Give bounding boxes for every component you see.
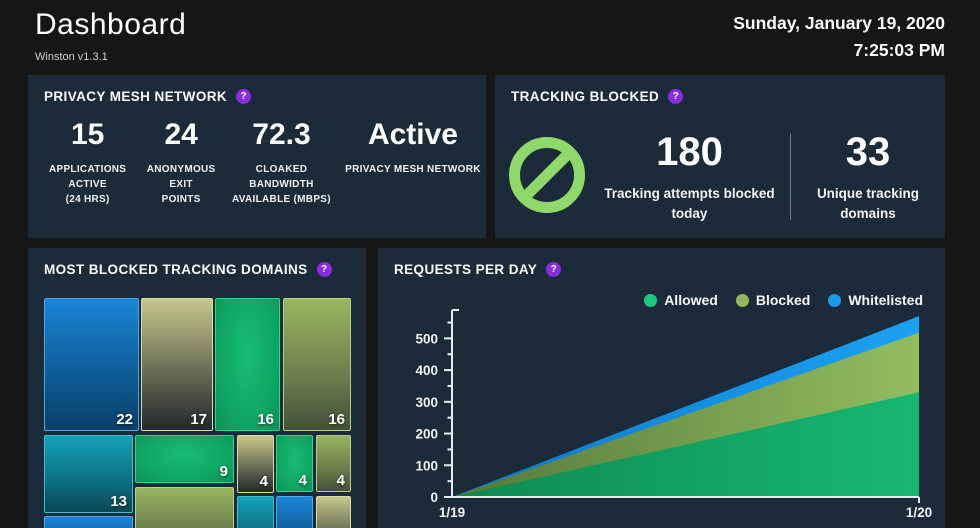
stat-mesh-status: Active PRIVACY MESH NETWORK — [340, 118, 486, 207]
treemap-cell[interactable]: 17 — [141, 298, 213, 431]
treemap-cell-value: 4 — [336, 472, 345, 489]
help-icon[interactable]: ? — [546, 262, 562, 277]
tracking-blocked-content: 180 Tracking attempts blocked today 33 U… — [495, 104, 945, 223]
vertical-divider — [789, 134, 791, 220]
axis-tick-label: 100 — [415, 458, 438, 473]
requests-chart: 0 100 200 300 400 500 1/19 1/20 — [415, 309, 932, 520]
help-icon[interactable]: ? — [236, 89, 252, 104]
tracking-blocked-panel: TRACKING BLOCKED ? 180 Tracking attempts… — [495, 75, 945, 238]
page-title: Dashboard — [35, 8, 187, 41]
treemap-cell-value: 4 — [298, 472, 307, 489]
axis-tick-label: 1/19 — [439, 505, 465, 520]
help-icon[interactable]: ? — [316, 262, 332, 277]
privacy-mesh-title: PRIVACY MESH NETWORK — [44, 89, 228, 104]
treemap: 22 17 16 16 13 9 4 4 4 — [28, 248, 366, 528]
tracking-blocked-title: TRACKING BLOCKED — [511, 89, 660, 104]
treemap-cell[interactable]: 4 — [316, 435, 351, 492]
stat-unique-domains: 33 Unique tracking domains — [791, 124, 945, 223]
legend-label: Whitelisted — [848, 292, 923, 308]
treemap-cell[interactable] — [44, 516, 133, 528]
legend-dot-blocked-icon — [735, 293, 749, 307]
clock: Sunday, January 19, 2020 7:25:03 PM — [733, 10, 945, 64]
axis-tick-label: 0 — [430, 490, 438, 505]
stat-anonymous-exit-points: 24 ANONYMOUS EXIT POINTS — [139, 118, 223, 207]
requests-title: REQUESTS PER DAY — [394, 262, 538, 277]
stat-label: APPLICATIONS ACTIVE (24 HRS) — [48, 163, 127, 205]
requests-title-row: REQUESTS PER DAY ? — [378, 248, 945, 277]
treemap-cell-value: 22 — [116, 411, 133, 428]
treemap-cell[interactable] — [237, 496, 274, 528]
treemap-cell[interactable] — [135, 487, 234, 528]
stat-label: CLOAKED BANDWIDTH AVAILABLE (MBPS) — [232, 163, 331, 205]
legend-dot-whitelisted-icon — [828, 293, 842, 307]
legend-dot-allowed-icon — [644, 293, 658, 307]
treemap-cell-value: 16 — [328, 411, 345, 428]
stat-label: PRIVACY MESH NETWORK — [345, 163, 481, 175]
treemap-cell[interactable]: 22 — [44, 298, 139, 431]
stat-cloaked-bandwidth: 72.3 CLOAKED BANDWIDTH AVAILABLE (MBPS) — [223, 118, 340, 207]
current-date: Sunday, January 19, 2020 — [733, 13, 945, 33]
tracking-blocked-title-row: TRACKING BLOCKED ? — [495, 75, 945, 104]
axis-tick-label: 200 — [415, 427, 438, 442]
block-icon — [509, 137, 585, 213]
requests-per-day-panel: REQUESTS PER DAY ? Allowed Blocked White… — [378, 248, 945, 528]
privacy-mesh-title-row: PRIVACY MESH NETWORK ? — [28, 75, 486, 104]
stat-value: 72.3 — [252, 118, 311, 151]
privacy-mesh-panel: PRIVACY MESH NETWORK ? 15 APPLICATIONS A… — [28, 75, 486, 238]
header: Dashboard Winston v1.3.1 — [35, 8, 186, 63]
stat-tracking-attempts: 180 Tracking attempts blocked today — [589, 124, 790, 223]
treemap-cell[interactable] — [316, 496, 351, 528]
treemap-cell-value: 4 — [259, 473, 268, 490]
stat-value: 24 — [164, 118, 198, 151]
treemap-cell[interactable]: 16 — [215, 298, 280, 431]
treemap-cell-value: 16 — [257, 411, 274, 428]
treemap-cell[interactable] — [276, 496, 313, 528]
privacy-mesh-stats: 15 APPLICATIONS ACTIVE (24 HRS) 24 ANONY… — [28, 104, 486, 207]
help-icon[interactable]: ? — [668, 89, 684, 104]
axis-tick-label: 400 — [415, 363, 438, 378]
treemap-cell-value: 13 — [110, 493, 127, 510]
axis-tick-label: 1/20 — [906, 505, 932, 520]
stat-value: 15 — [70, 118, 105, 151]
legend-item-allowed[interactable]: Allowed — [644, 292, 718, 308]
stat-applications-active: 15 APPLICATIONS ACTIVE (24 HRS) — [36, 118, 139, 207]
legend-item-blocked[interactable]: Blocked — [735, 292, 811, 308]
app-version: Winston v1.3.1 — [35, 51, 108, 63]
legend-label: Allowed — [664, 292, 718, 308]
treemap-cell[interactable]: 4 — [237, 435, 274, 493]
treemap-cell[interactable]: 4 — [276, 435, 313, 492]
stat-label: Unique tracking domains — [816, 186, 919, 221]
treemap-cell[interactable]: 13 — [44, 435, 133, 513]
treemap-cell-value: 9 — [219, 463, 228, 480]
axis-tick-label: 500 — [415, 331, 438, 346]
treemap-cell-value: 17 — [190, 411, 207, 428]
stat-value: 33 — [845, 130, 891, 174]
treemap-cell[interactable]: 16 — [283, 298, 351, 431]
stat-label: Tracking attempts blocked today — [604, 186, 775, 221]
blocked-domains-title: MOST BLOCKED TRACKING DOMAINS — [44, 262, 308, 277]
blocked-domains-title-row: MOST BLOCKED TRACKING DOMAINS ? — [28, 248, 366, 277]
axis-tick-label: 300 — [415, 395, 438, 410]
treemap-cell[interactable]: 9 — [135, 435, 234, 483]
stat-label: ANONYMOUS EXIT POINTS — [146, 163, 216, 205]
stat-value: Active — [367, 118, 458, 151]
legend-item-whitelisted[interactable]: Whitelisted — [828, 292, 923, 308]
current-time: 7:25:03 PM — [853, 40, 945, 61]
blocked-domains-panel: MOST BLOCKED TRACKING DOMAINS ? 22 17 16 16… — [28, 248, 366, 528]
chart-legend: Allowed Blocked Whitelisted — [644, 292, 923, 308]
legend-label: Blocked — [755, 292, 811, 308]
stat-value: 180 — [656, 130, 723, 174]
